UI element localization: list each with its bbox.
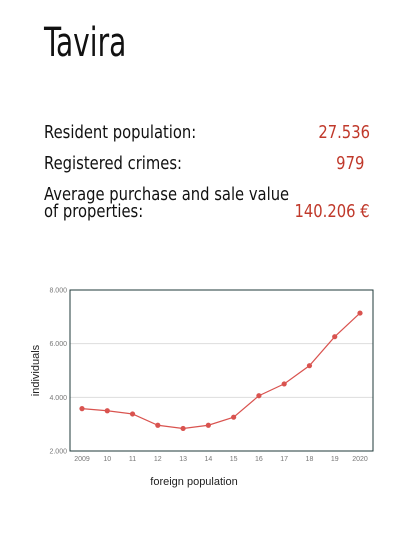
stat-value-property-value: 140.206 € xyxy=(294,201,370,222)
x-tick-label: 2009 xyxy=(74,456,90,463)
stat-label-property-value-line1: Average purchase and sale value xyxy=(44,184,290,205)
x-tick-label: 16 xyxy=(255,456,263,463)
x-tick-label: 11 xyxy=(129,456,136,463)
x-tick-label: 10 xyxy=(103,456,111,463)
data-point xyxy=(332,334,338,340)
chart-grid xyxy=(70,343,373,398)
x-tick-label: 2020 xyxy=(352,456,368,463)
stat-value-registered-crimes: 979 xyxy=(335,153,364,174)
y-tick-label: 8.000 xyxy=(49,288,67,295)
x-tick-label: 18 xyxy=(306,456,314,463)
y-tick-labels: 2.000 4.000 6.000 8.000 xyxy=(49,288,67,456)
x-tick-label: 14 xyxy=(204,456,212,463)
data-point xyxy=(155,422,161,428)
stat-label-registered-crimes: Registered crimes: xyxy=(44,153,183,174)
page-title: Tavira xyxy=(44,20,127,66)
data-point xyxy=(306,363,313,369)
data-point xyxy=(231,414,237,420)
data-point xyxy=(357,310,363,316)
data-point xyxy=(205,422,211,428)
x-tick-label: 19 xyxy=(331,456,339,463)
data-point xyxy=(79,406,85,412)
data-point xyxy=(180,425,186,432)
data-point xyxy=(104,408,110,414)
x-tick-label: 17 xyxy=(280,456,288,463)
stat-label-property-value-line2: of properties: xyxy=(44,201,144,222)
y-axis-label: individuals xyxy=(30,344,42,396)
plot-frame xyxy=(69,289,374,452)
data-point xyxy=(256,393,262,399)
data-points xyxy=(79,310,363,432)
series-line xyxy=(81,312,361,430)
x-tick-label: 15 xyxy=(230,456,238,463)
data-point xyxy=(281,381,287,387)
stat-value-resident-population: 27.536 xyxy=(318,122,370,143)
x-tick-label: 12 xyxy=(154,456,162,463)
x-tick-label: 13 xyxy=(179,456,187,463)
data-point xyxy=(129,411,136,417)
y-tick-label: 2.000 xyxy=(49,449,67,456)
line-chart: 2.000 4.000 6.000 8.000 2009 10 11 12 13 14 15 16 1… xyxy=(30,288,374,488)
stat-label-resident-population: Resident population: xyxy=(44,122,197,143)
y-tick-label: 4.000 xyxy=(49,395,67,402)
x-axis-label: foreign population xyxy=(150,476,237,488)
y-tick-label: 6.000 xyxy=(49,341,67,348)
x-tick-labels: 2009 10 11 12 13 14 15 16 17 18 19 2020 xyxy=(74,456,368,463)
